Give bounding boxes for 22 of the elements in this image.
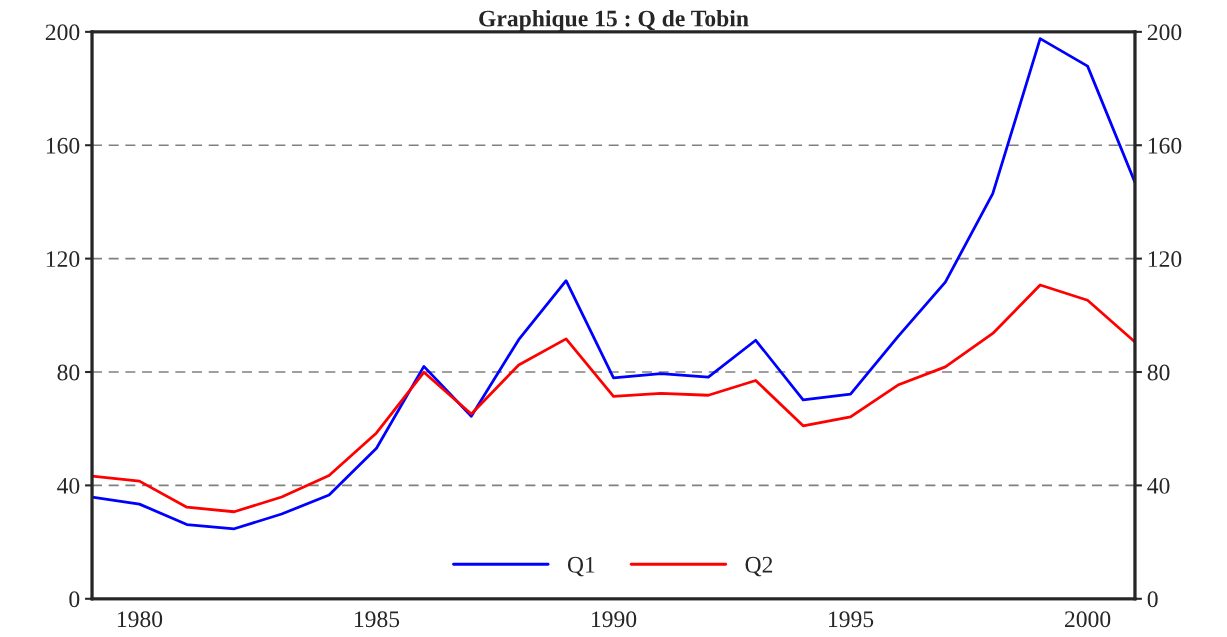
legend-label: Q1 [567,556,595,577]
x-tick-label: 1980 [117,611,163,628]
x-tick-label: 2000 [1064,611,1111,628]
line-series [92,283,1135,514]
y-tick-label: 80 [57,364,80,381]
y2-tick-label: 160 [1148,137,1182,154]
y-tick-label: 0 [69,591,80,608]
chart-title: Graphique 15 : Q de Tobin [479,9,749,32]
y-tick-label: 40 [57,477,80,494]
y-tick-label: 120 [46,251,80,268]
y-tick-label: 160 [46,137,80,154]
x-tick-label: 1985 [354,611,400,628]
x-tick-label: 1990 [591,611,637,628]
y2-tick-label: 0 [1147,591,1158,608]
legend-label: Q2 [745,556,773,577]
x-tick-label: 1995 [829,611,874,628]
y-tick-label: 200 [45,24,80,41]
y2-tick-label: 120 [1148,251,1182,268]
y2-tick-label: 200 [1147,24,1182,41]
y2-tick-label: 40 [1147,477,1170,494]
line-series [92,37,1135,531]
y2-tick-label: 80 [1147,364,1170,381]
